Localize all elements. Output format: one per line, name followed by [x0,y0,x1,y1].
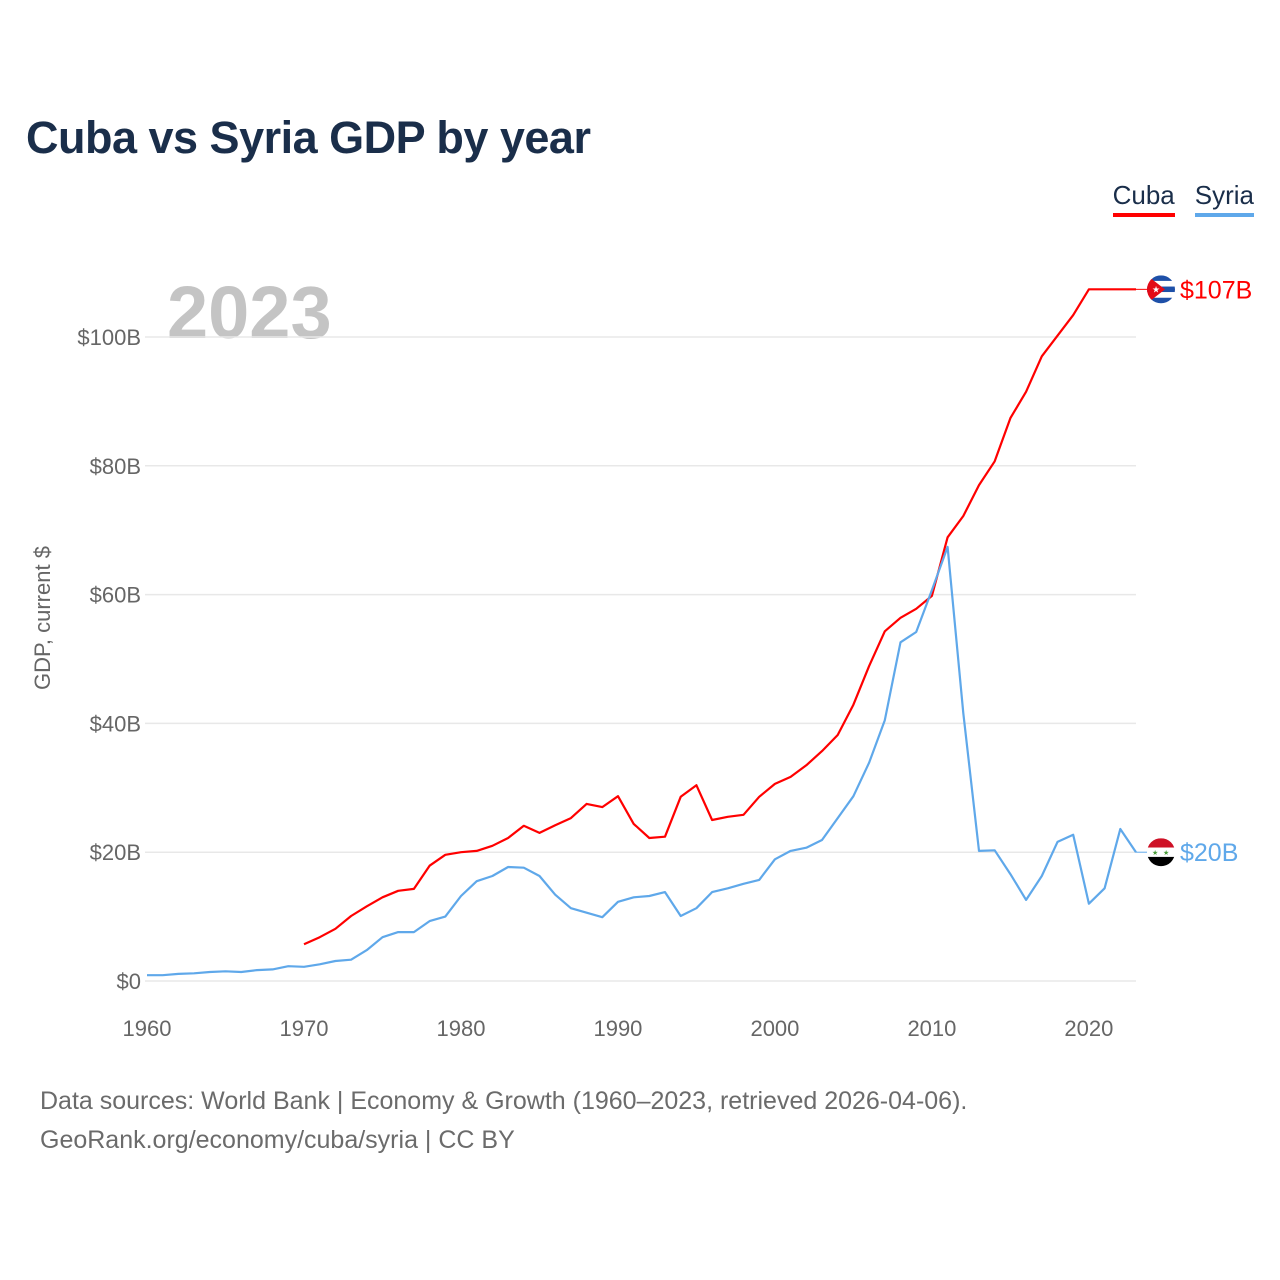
flag-star: ★ [1152,849,1158,857]
legend: Cuba Syria [1112,180,1254,217]
x-tick-label: 2020 [1064,1016,1113,1041]
flag-star: ★ [1163,849,1169,857]
x-tick-label: 1980 [436,1016,485,1041]
end-value-label: $107B [1180,276,1252,304]
flag-triangle [1147,275,1165,304]
flag-stripe [1147,838,1175,848]
x-tick-label: 1960 [123,1016,172,1041]
flag-body: ★ ★ [1147,838,1175,867]
flag-stripe [1147,292,1175,298]
x-tick-label: 2000 [750,1016,799,1041]
flag-stripe [1147,856,1175,867]
flag-stripe [1147,280,1175,287]
data-sources: Data sources: World Bank | Economy & Gro… [40,1087,968,1115]
legend-cuba[interactable]: Cuba [1112,180,1175,217]
flag-stripe [1147,847,1175,857]
y-axis-label: GDP, current $ [30,546,55,690]
x-tick-label: 2010 [907,1016,956,1041]
series-line-syria [147,545,1137,977]
y-tick-label: $20B [90,840,141,865]
chart-title: Cuba vs Syria GDP by year [26,112,591,163]
cuba-flag-icon: ★ [1147,275,1175,304]
end-value-label: $20B [1180,839,1238,867]
year-watermark: 2023 [167,271,332,354]
syria-flag-icon: ★ ★ [1147,838,1175,867]
source-link[interactable]: GeoRank.org/economy/cuba/syria | CC BY [40,1126,515,1154]
flag-stripe [1147,297,1175,304]
footer: Data sources: World Bank | Economy & Gro… [40,1082,967,1160]
x-tick-label: 1990 [593,1016,642,1041]
legend-syria[interactable]: Syria [1194,180,1254,217]
y-tick-label: $40B [90,711,141,736]
y-tick-label: $60B [90,583,141,608]
flag-body: ★ [1147,275,1175,304]
y-tick-label: $100B [77,325,141,350]
y-tick-label: $0 [117,969,141,994]
flag-star: ★ [1152,284,1160,294]
y-tick-label: $80B [90,454,141,479]
x-tick-label: 1970 [280,1016,329,1041]
series-line-cuba [303,288,1136,946]
flag-stripe [1147,275,1175,281]
